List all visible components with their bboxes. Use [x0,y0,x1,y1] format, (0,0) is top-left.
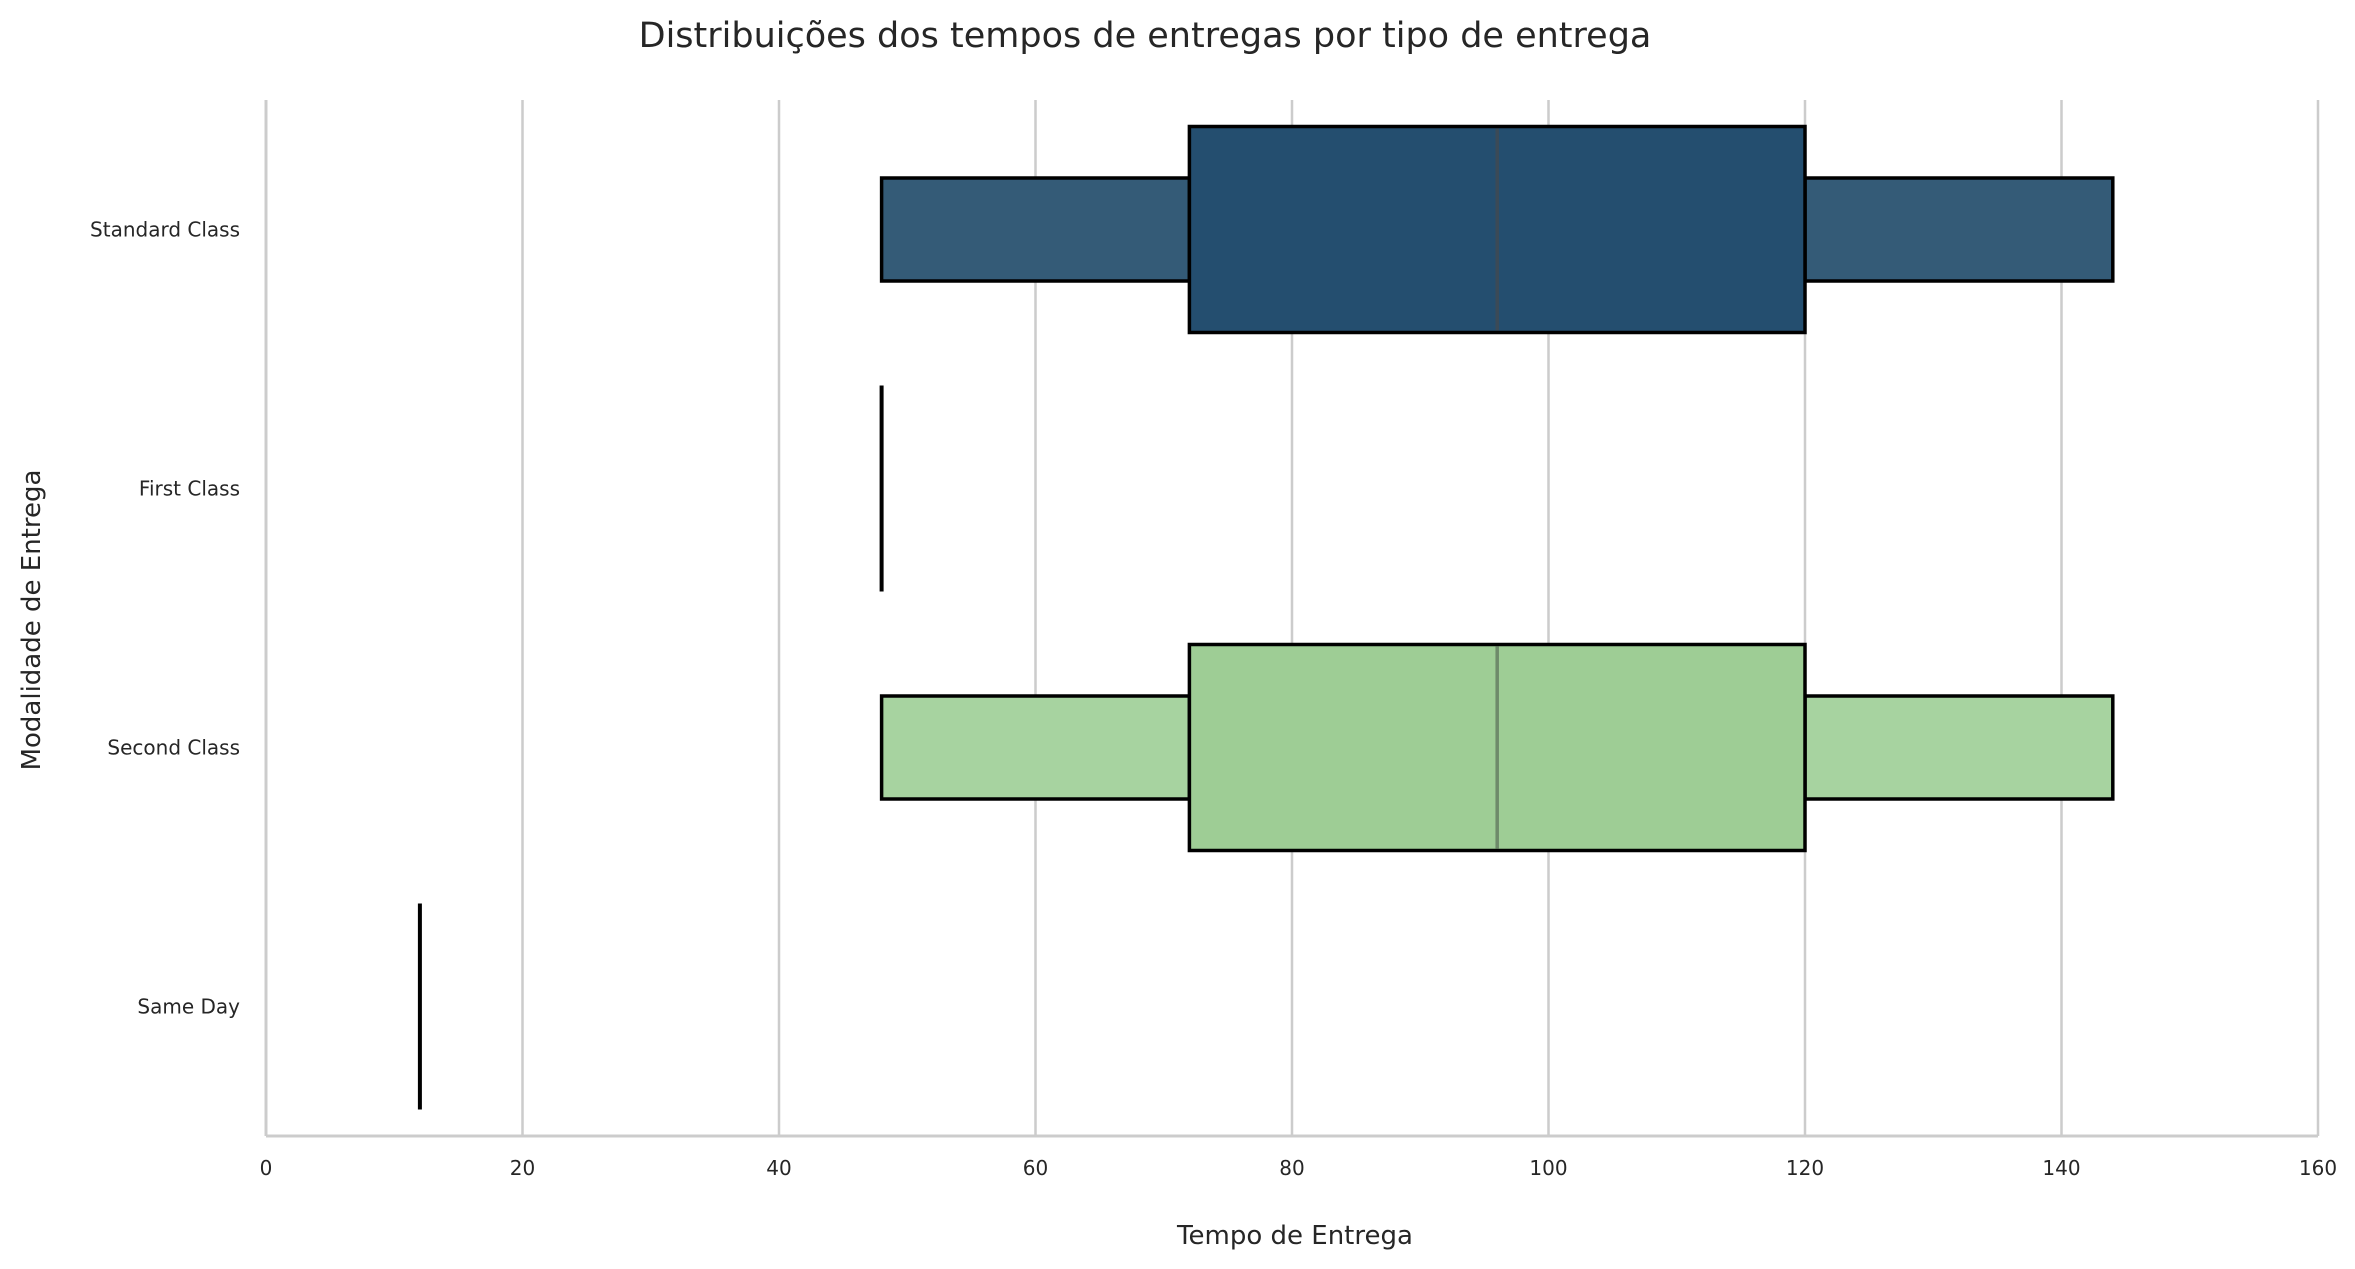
x-tick-label: 120 [1786,1156,1824,1180]
lower-letter-box [879,176,1192,283]
upper-letter-box [1803,176,2115,283]
x-tick-label: 140 [2042,1156,2080,1180]
lower-letter-box [879,694,1192,801]
y-tick-label: Second Class [107,736,240,760]
x-tick-label: 60 [1023,1156,1048,1180]
x-tick-labels: 0 20 40 60 80 100 120 140 160 [260,1156,2337,1180]
x-tick-label: 0 [260,1156,273,1180]
x-tick-label: 100 [1529,1156,1567,1180]
x-tick-label: 80 [1279,1156,1304,1180]
y-tick-labels: Standard Class First Class Second Class Sam… [90,218,240,1019]
y-tick-label: First Class [139,477,240,501]
x-tick-label: 40 [766,1156,791,1180]
x-tick-label: 160 [2299,1156,2337,1180]
upper-letter-box [1803,694,2115,801]
y-axis-label: Modalidade de Entrega [17,470,47,771]
y-tick-label: Same Day [137,995,240,1019]
x-axis-label: Tempo de Entrega [1176,1221,1413,1251]
x-tick-label: 20 [510,1156,535,1180]
boxen-plot [417,124,2115,1110]
chart-title: Distribuições dos tempos de entregas por… [639,16,1652,56]
y-tick-label: Standard Class [90,218,240,242]
